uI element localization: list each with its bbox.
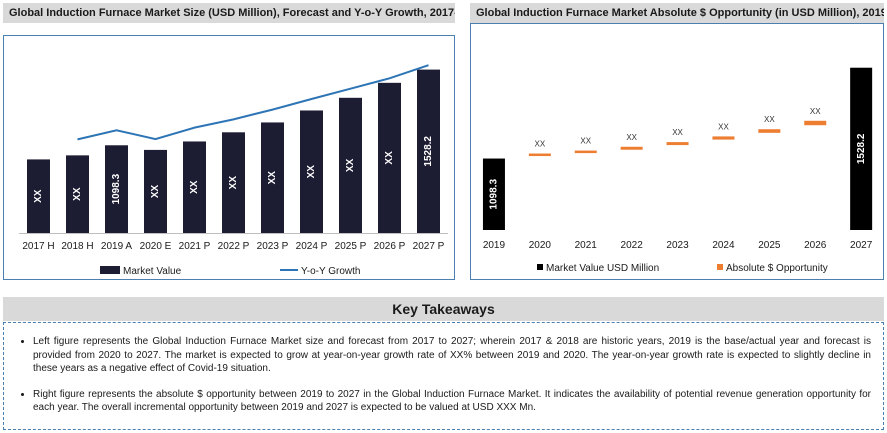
market-value-bar	[261, 122, 284, 233]
left-chart-title: Global Induction Furnace Market Size (US…	[3, 3, 455, 23]
x-tick-label: 2018 H	[61, 241, 93, 252]
opportunity-data-label: XX	[718, 122, 729, 131]
legend-opportunity-swatch	[717, 264, 723, 270]
takeaway-bullet-right-figure: Right figure represents the absolute $ o…	[33, 388, 871, 415]
x-tick-label: 2026	[804, 240, 827, 251]
opportunity-data-label: XX	[764, 115, 775, 124]
market-value-bar	[850, 67, 873, 231]
key-takeaways-box: Left figure represents the Global Induct…	[3, 322, 884, 430]
bar-data-label: 1528.2	[423, 136, 434, 167]
key-takeaways-title: Key Takeaways	[3, 297, 884, 321]
right-chart-container: 1098.3 2019 XX 2020 XX 2021 XX 2022 XX 2023 XX 2024…	[470, 23, 884, 280]
opportunity-bar	[528, 153, 551, 157]
x-tick-label: 2020	[529, 240, 552, 251]
legend-market-value-swatch	[537, 264, 543, 270]
x-tick-label: 2023	[666, 240, 689, 251]
x-tick-label: 2021 P	[179, 241, 211, 252]
absolute-opportunity-chart: 1098.3 2019 XX 2020 XX 2021 XX 2022 XX 2023 XX 2024…	[482, 67, 873, 274]
x-tick-label: 2019	[483, 240, 506, 251]
x-tick-label: 2019 A	[101, 241, 132, 252]
bar-data-label: XX	[345, 158, 356, 172]
legend-market-value-swatch	[100, 266, 120, 274]
opportunity-bar	[666, 142, 689, 146]
bar-data-label: 1098.3	[489, 179, 500, 210]
legend-market-value-label: Market Value	[123, 266, 182, 277]
market-value-bar	[105, 145, 128, 233]
opportunity-bar	[712, 136, 735, 140]
market-value-bar	[27, 159, 50, 233]
opportunity-data-label: XX	[535, 140, 546, 149]
bar-data-label: XX	[72, 187, 83, 201]
market-value-bar	[66, 155, 89, 233]
takeaway-bullet-left-figure: Left figure represents the Global Induct…	[33, 335, 871, 376]
x-tick-label: 2025	[758, 240, 781, 251]
bar-data-label: XX	[33, 189, 44, 203]
market-value-bar	[222, 132, 245, 233]
bar-data-label: XX	[189, 180, 200, 194]
legend-market-value-label: Market Value USD Million	[546, 263, 659, 274]
bar-data-label: XX	[228, 176, 239, 190]
bar-data-label: 1098.3	[111, 173, 122, 204]
x-tick-label: 2017 H	[22, 241, 54, 252]
market-value-bar	[482, 158, 505, 230]
x-tick-label: 2025 P	[335, 241, 367, 252]
x-tick-label: 2024 P	[296, 241, 328, 252]
x-tick-label: 2023 P	[257, 241, 289, 252]
yoy-growth-line	[77, 64, 429, 141]
opportunity-bar	[758, 129, 781, 133]
opportunity-bar	[574, 150, 597, 154]
market-value-bar	[144, 149, 167, 233]
opportunity-bar	[804, 120, 827, 126]
x-tick-label: 2024	[712, 240, 735, 251]
bar-data-label: XX	[267, 171, 278, 185]
left-chart-container: XX 2017 H XX 2018 H 1098.3 2019 A XX 2020 E XX 20…	[3, 35, 455, 280]
x-tick-label: 2022 P	[218, 241, 250, 252]
market-size-chart: XX 2017 H XX 2018 H 1098.3 2019 A XX 2020 E XX 20…	[19, 64, 448, 277]
bar-data-label: XX	[306, 165, 317, 179]
market-value-bar	[417, 69, 440, 233]
bar-data-label: XX	[384, 151, 395, 165]
market-value-bar	[183, 141, 206, 233]
x-tick-label: 2026 P	[374, 241, 406, 252]
legend-opportunity-label: Absolute $ Opportunity	[726, 263, 828, 274]
opportunity-data-label: XX	[810, 107, 821, 116]
bar-data-label: XX	[150, 184, 161, 198]
x-tick-label: 2027	[850, 240, 873, 251]
x-tick-label: 2022	[621, 240, 644, 251]
x-tick-label: 2021	[575, 240, 598, 251]
market-value-bar	[378, 82, 401, 233]
market-value-bar	[339, 97, 362, 233]
right-chart-title: Global Induction Furnace Market Absolute…	[470, 3, 884, 23]
x-tick-label: 2020 E	[140, 241, 172, 252]
x-tick-label: 2027 P	[413, 241, 445, 252]
opportunity-data-label: XX	[626, 133, 637, 142]
opportunity-bar	[620, 146, 643, 150]
market-value-bar	[300, 110, 323, 233]
legend-yoy-label: Y-o-Y Growth	[301, 266, 360, 277]
opportunity-data-label: XX	[672, 128, 683, 137]
opportunity-data-label: XX	[580, 137, 591, 146]
bar-data-label: 1528.2	[856, 133, 867, 164]
